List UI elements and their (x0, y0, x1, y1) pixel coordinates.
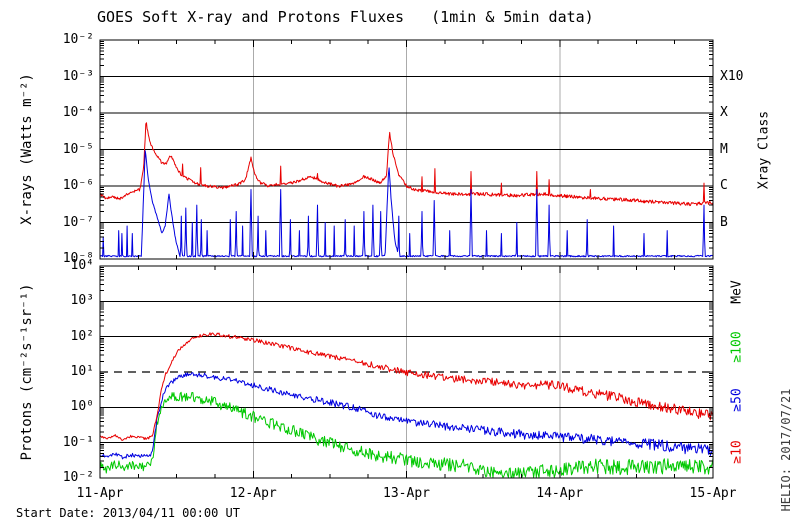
proton-ge100-series (99, 391, 714, 478)
xray-class-tick: X10 (720, 68, 744, 84)
x-tick-label: 14-Apr (536, 486, 584, 501)
xray-long-series (99, 122, 714, 207)
y-tick-label: 10⁻² (62, 32, 94, 47)
y-tick-label: 10⁻⁵ (62, 141, 94, 157)
start-date-label: Start Date: 2013/04/11 00:00 UT (16, 506, 240, 520)
helio-watermark: HELIO: 2017/07/21 (779, 388, 793, 512)
y-tick-label: 10⁰ (70, 399, 94, 415)
xray-class-tick: B (720, 214, 728, 230)
x-tick-label: 13-Apr (383, 486, 430, 501)
proton-threshold-label: ≥100 (729, 331, 745, 363)
y-tick-label: 10⁻¹ (62, 434, 94, 450)
y-tick-label: 10⁻⁶ (62, 178, 94, 193)
y-tick-label: 10³ (70, 293, 94, 309)
xray-class-tick: M (720, 141, 728, 157)
y-tick-label: 10⁻⁴ (62, 105, 94, 120)
y-tick-label: 10⁴ (70, 258, 94, 273)
x-tick-label: 12-Apr (229, 486, 277, 501)
xray-class-tick: C (720, 178, 728, 193)
x-tick-label: 11-Apr (76, 486, 124, 501)
chart-title: GOES Soft X-ray and Protons Fluxes (1min… (97, 8, 594, 26)
y-tick-label: 10⁻² (62, 470, 94, 485)
y-tick-label: 10¹ (70, 364, 94, 379)
proton-threshold-label: ≥50 (729, 388, 745, 412)
y-tick-label: 10⁻⁷ (62, 214, 94, 230)
x-tick-label: 15-Apr (689, 486, 737, 501)
proton-threshold-label: ≥10 (729, 440, 745, 464)
y-tick-label: 10⁻⁸ (62, 251, 94, 266)
y-tick-label: 10⁻³ (62, 68, 94, 84)
proton-ge50-series (99, 372, 714, 460)
xray-class-tick: X (720, 105, 728, 120)
y-tick-label: 10² (70, 328, 94, 344)
proton-ge10-series (99, 332, 714, 441)
